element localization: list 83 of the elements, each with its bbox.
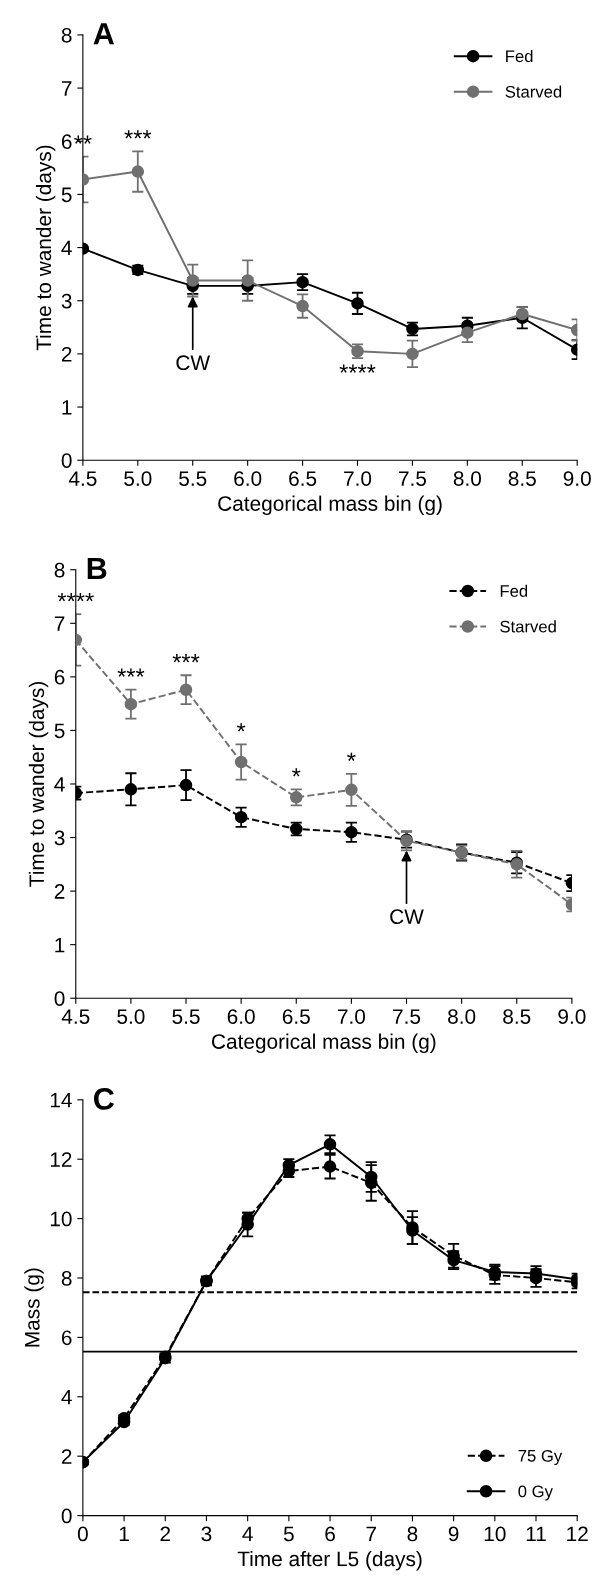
x-tick-label: 7.5 bbox=[393, 1009, 421, 1024]
y-tick-label: 6 bbox=[61, 1330, 72, 1346]
x-tick-label: 7 bbox=[366, 1526, 376, 1542]
x-tick-label: 7.0 bbox=[344, 471, 372, 486]
annotation: * bbox=[236, 723, 246, 732]
y-tick-label: 1 bbox=[55, 937, 65, 953]
y-tick-label: 6 bbox=[61, 134, 72, 149]
y-tick-label: 4 bbox=[61, 1390, 72, 1405]
x-tick-label: 5 bbox=[283, 1526, 294, 1542]
y-tick-label: 2 bbox=[61, 346, 72, 362]
y-tick-label: 1 bbox=[62, 400, 72, 415]
x-tick-label: 5.5 bbox=[179, 471, 207, 486]
y-tick-label: 3 bbox=[54, 830, 65, 846]
x-tick-label: 5.0 bbox=[124, 471, 152, 486]
legend-label: Fed bbox=[500, 584, 528, 597]
legend-label: 75 Gy bbox=[518, 1449, 563, 1466]
y-tick-label: 5 bbox=[54, 723, 65, 739]
x-tick-label: 4 bbox=[242, 1526, 253, 1542]
annotation: CW bbox=[176, 355, 211, 371]
x-tick-label: 8 bbox=[407, 1526, 418, 1542]
y-tick-label: 12 bbox=[50, 1152, 72, 1167]
y-tick-label: 7 bbox=[61, 81, 72, 96]
y-tick-label: 10 bbox=[50, 1211, 72, 1227]
x-tick-label: 11 bbox=[526, 1526, 546, 1542]
legend-label: 0 Gy bbox=[518, 1485, 553, 1501]
chart-title: A bbox=[93, 23, 115, 45]
annotation: *** bbox=[124, 130, 152, 139]
y-axis-title: Time to wander (days) bbox=[28, 682, 49, 887]
x-tick-label: 3 bbox=[201, 1526, 212, 1542]
x-tick-label: 8.5 bbox=[503, 1009, 531, 1024]
y-tick-label: 14 bbox=[50, 1093, 72, 1108]
annotation: * bbox=[347, 752, 356, 761]
y-tick-label: 8 bbox=[61, 27, 72, 43]
x-tick-label: 7.5 bbox=[399, 471, 427, 486]
x-axis-title: Categorical mass bin (g) bbox=[218, 495, 442, 516]
x-tick-label: 2 bbox=[160, 1526, 171, 1542]
x-axis-title: Time after L5 (days) bbox=[237, 1550, 422, 1571]
x-tick-label: 6.5 bbox=[282, 1009, 310, 1024]
y-tick-label: 3 bbox=[61, 293, 72, 309]
y-tick-label: 2 bbox=[54, 884, 65, 899]
y-tick-label: 4 bbox=[54, 777, 65, 792]
annotation: *** bbox=[117, 668, 145, 677]
x-tick-label: 8.0 bbox=[448, 1009, 476, 1024]
x-tick-label: 6 bbox=[325, 1526, 335, 1542]
y-tick-label: 7 bbox=[54, 616, 65, 631]
annotation: CW bbox=[390, 909, 424, 925]
x-tick-label: 4.5 bbox=[68, 471, 97, 486]
x-tick-label: 0 bbox=[77, 1526, 88, 1542]
chart-title: C bbox=[94, 1088, 114, 1110]
x-tick-label: 9.0 bbox=[563, 471, 591, 486]
y-tick-label: 0 bbox=[61, 453, 72, 468]
x-tick-label: 8.0 bbox=[453, 471, 482, 486]
y-tick-label: 2 bbox=[61, 1449, 72, 1464]
annotation: * bbox=[292, 768, 301, 777]
y-tick-label: 0 bbox=[54, 991, 65, 1006]
annotation: **** bbox=[339, 364, 376, 373]
y-tick-label: 0 bbox=[61, 1508, 72, 1524]
x-tick-label: 6.0 bbox=[227, 1009, 255, 1024]
y-tick-label: 8 bbox=[61, 1270, 72, 1286]
x-tick-label: 5.5 bbox=[172, 1009, 200, 1024]
x-tick-label: 6.5 bbox=[289, 471, 317, 486]
legend-label: Starved bbox=[505, 85, 562, 98]
annotation: *** bbox=[172, 654, 200, 663]
y-tick-label: 6 bbox=[54, 669, 65, 685]
legend-label: Fed bbox=[506, 49, 533, 63]
x-tick-label: 5.0 bbox=[117, 1009, 145, 1024]
x-tick-label: 12 bbox=[567, 1526, 588, 1542]
x-tick-label: 4.5 bbox=[61, 1009, 90, 1024]
y-tick-label: 8 bbox=[54, 562, 65, 578]
x-axis-title: Categorical mass bin (g) bbox=[212, 1033, 436, 1054]
y-tick-label: 5 bbox=[61, 187, 72, 203]
x-tick-label: 7.0 bbox=[337, 1009, 366, 1024]
y-tick-label: 4 bbox=[61, 240, 72, 256]
chart-title: B bbox=[87, 558, 107, 580]
y-axis-title: Time to wander (days) bbox=[35, 145, 56, 351]
y-axis-title: Mass (g) bbox=[24, 1268, 44, 1347]
legend-label: Starved bbox=[500, 620, 556, 633]
x-tick-label: 9 bbox=[448, 1526, 459, 1542]
x-tick-label: 10 bbox=[484, 1526, 506, 1542]
x-tick-label: 9.0 bbox=[558, 1009, 586, 1024]
x-tick-label: 1 bbox=[119, 1526, 129, 1542]
x-tick-label: 8.5 bbox=[508, 471, 536, 486]
x-tick-label: 6.0 bbox=[234, 471, 262, 486]
